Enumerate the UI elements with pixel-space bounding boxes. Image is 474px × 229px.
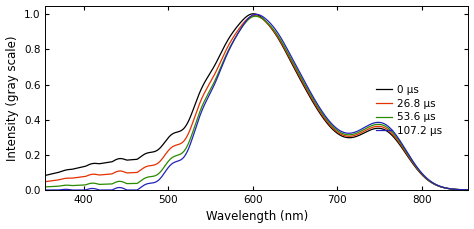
- 53.6 μs: [274, 33, 280, 36]
- 0 μs: [185, 121, 191, 123]
- 26.8 μs: [99, 173, 104, 176]
- 0 μs: [99, 162, 104, 165]
- 53.6 μs: [253, 15, 259, 18]
- 26.8 μs: [274, 34, 280, 37]
- Line: 53.6 μs: 53.6 μs: [46, 16, 468, 190]
- 53.6 μs: [185, 143, 191, 146]
- 53.6 μs: [265, 22, 271, 25]
- 53.6 μs: [99, 183, 104, 186]
- 0 μs: [114, 158, 119, 161]
- 26.8 μs: [226, 43, 232, 46]
- Y-axis label: Intensity (gray scale): Intensity (gray scale): [6, 35, 18, 161]
- 107.2 μs: [274, 30, 280, 33]
- 107.2 μs: [265, 20, 271, 22]
- 0 μs: [226, 37, 232, 40]
- 107.2 μs: [43, 189, 48, 191]
- 53.6 μs: [114, 180, 119, 183]
- 107.2 μs: [253, 13, 259, 16]
- Line: 0 μs: 0 μs: [46, 14, 468, 190]
- 0 μs: [465, 188, 471, 191]
- 53.6 μs: [465, 188, 471, 191]
- 26.8 μs: [114, 170, 119, 173]
- 26.8 μs: [43, 180, 48, 183]
- Line: 107.2 μs: 107.2 μs: [46, 14, 468, 190]
- Line: 26.8 μs: 26.8 μs: [46, 16, 468, 190]
- 107.2 μs: [185, 149, 191, 151]
- 107.2 μs: [226, 49, 232, 52]
- 53.6 μs: [226, 48, 232, 51]
- 0 μs: [274, 35, 280, 38]
- 26.8 μs: [265, 23, 271, 26]
- 26.8 μs: [185, 133, 191, 136]
- 26.8 μs: [252, 14, 257, 17]
- 0 μs: [43, 174, 48, 177]
- 0 μs: [265, 23, 271, 25]
- 107.2 μs: [99, 189, 104, 191]
- 107.2 μs: [114, 187, 119, 189]
- 107.2 μs: [465, 188, 471, 191]
- 26.8 μs: [465, 188, 471, 191]
- 0 μs: [250, 12, 256, 15]
- 53.6 μs: [43, 185, 48, 188]
- Legend: 0 μs, 26.8 μs, 53.6 μs, 107.2 μs: 0 μs, 26.8 μs, 53.6 μs, 107.2 μs: [372, 81, 447, 140]
- X-axis label: Wavelength (nm): Wavelength (nm): [206, 210, 308, 224]
